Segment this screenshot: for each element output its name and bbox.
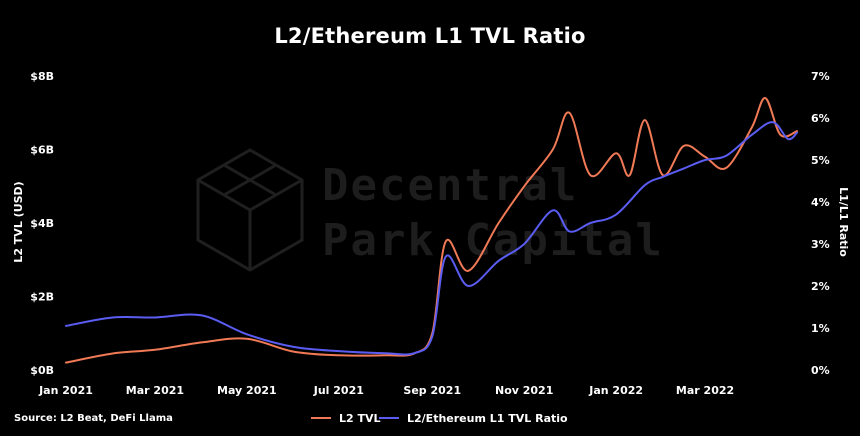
y-tick-right: 6%	[811, 112, 830, 125]
x-tick: Jul 2021	[313, 384, 364, 397]
y-axis-left-label: L2 TVL (USD)	[12, 181, 25, 262]
y-tick-right: 5%	[811, 154, 830, 167]
y-tick-right: 7%	[811, 70, 830, 83]
watermark-line2: Park Capital	[322, 215, 664, 266]
x-tick: Jan 2021	[38, 384, 93, 397]
legend-label-l2-tvl: L2 TVL	[339, 412, 381, 425]
watermark-logo-icon	[196, 148, 304, 272]
y-tick-left: $4B	[30, 217, 54, 230]
x-tick: Mar 2021	[126, 384, 184, 397]
y-axis-right-label: L1/L1 Ratio	[837, 187, 850, 257]
x-tick: Nov 2021	[495, 384, 553, 397]
source-note: Source: L2 Beat, DeFi Llama	[14, 413, 173, 424]
series-line-ratio	[65, 121, 798, 356]
y-tick-right: 4%	[811, 196, 830, 209]
y-tick-right: 0%	[811, 364, 830, 377]
y-tick-left: $0B	[30, 364, 54, 377]
x-tick: May 2021	[217, 384, 277, 397]
watermark-line1: Decentral	[322, 160, 578, 211]
y-tick-right: 3%	[811, 238, 830, 251]
legend-label-ratio: L2/Ethereum L1 TVL Ratio	[407, 412, 568, 425]
x-tick: Jan 2022	[588, 384, 643, 397]
y-tick-left: $6B	[30, 144, 54, 157]
x-tick: Sep 2021	[403, 384, 461, 397]
chart-title: L2/Ethereum L1 TVL Ratio	[274, 24, 586, 48]
series-line-l2-tvl	[65, 97, 798, 364]
y-tick-right: 1%	[811, 322, 830, 335]
y-tick-left: $8B	[30, 70, 54, 83]
y-tick-left: $2B	[30, 291, 54, 304]
legend: L2 TVL L2/Ethereum L1 TVL Ratio	[311, 412, 568, 425]
y-tick-right: 2%	[811, 280, 830, 293]
x-tick: Mar 2022	[676, 384, 734, 397]
